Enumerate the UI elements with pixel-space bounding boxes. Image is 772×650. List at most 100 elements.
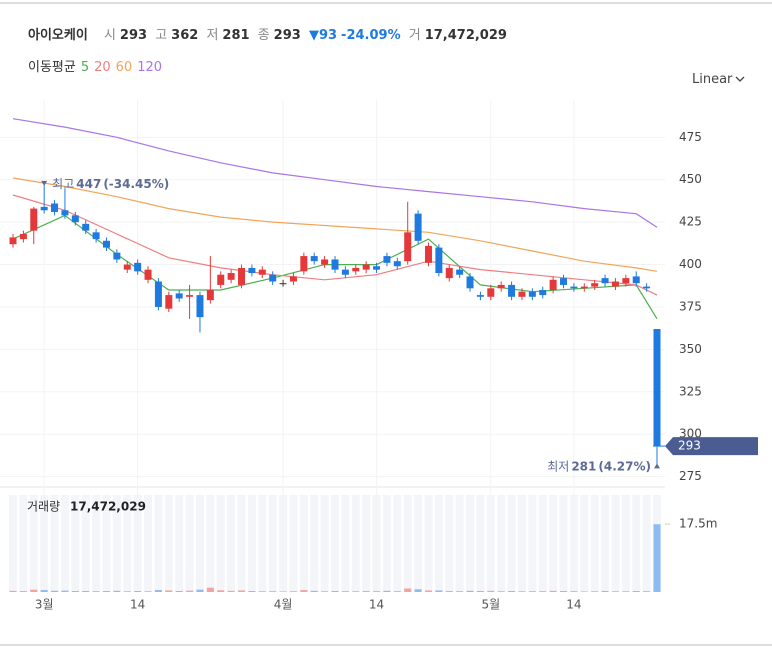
candle-body <box>611 281 619 287</box>
candle-body <box>227 273 235 280</box>
volume-bar <box>632 591 640 592</box>
volume-bar <box>393 591 401 592</box>
volume-bar <box>175 591 183 592</box>
volume-column-bg <box>154 495 163 592</box>
volume-column-bg <box>538 495 547 592</box>
chevron[interactable] <box>735 76 745 82</box>
volume-column-bg <box>175 495 184 592</box>
volume-column-bg <box>382 495 391 592</box>
volume-column-bg <box>81 495 90 592</box>
volume-column-bg <box>580 495 589 592</box>
volume-bar <box>341 591 349 592</box>
min-arrow <box>654 463 660 469</box>
min-pct: (4.27%) <box>598 459 651 473</box>
ma-line <box>12 177 658 272</box>
candle-body <box>175 293 183 299</box>
y-tick-label: 275 <box>679 469 702 483</box>
candle-body <box>248 267 256 274</box>
header: 아이오케이 시 293 고 362 저 281 종 293 ▼93 -24.09% 거 17… <box>28 24 511 43</box>
candle-body <box>424 245 432 263</box>
ma-legend-entry[interactable]: 60 <box>115 60 133 75</box>
candle-body <box>61 210 69 216</box>
candle-body <box>279 283 287 285</box>
volume-column-bg <box>517 495 526 592</box>
candle-body <box>445 267 453 279</box>
volume-bar <box>206 587 214 592</box>
change: ▼93 <box>308 28 338 43</box>
candle-body <box>497 284 505 289</box>
candle-body <box>217 274 225 285</box>
volume-value: 17,472,029 <box>424 28 507 43</box>
volume-bar <box>622 591 630 592</box>
volume-bar <box>82 591 90 592</box>
candle-body <box>362 264 370 270</box>
volume-bar <box>560 591 568 592</box>
volume-total: 17,472,029 <box>70 500 146 514</box>
volume-bar <box>92 591 100 592</box>
volume-bar <box>310 590 318 592</box>
volume-column-bg <box>268 495 277 592</box>
volume-bar <box>570 591 578 592</box>
candle-body <box>653 329 661 447</box>
volume-column-bg <box>289 495 298 592</box>
ma-legend-entry[interactable]: 5 <box>80 60 90 75</box>
ma-line <box>12 118 658 228</box>
x-tick-label: 3월 <box>35 598 54 612</box>
volume-bar <box>238 590 246 592</box>
scale-toggle[interactable]: Linear <box>692 72 733 87</box>
volume-column-bg <box>466 495 475 592</box>
volume-bar <box>549 590 557 592</box>
candle-body <box>560 278 568 285</box>
ma-legend-entry[interactable]: 20 <box>94 60 111 75</box>
volume-column-bg <box>341 495 350 592</box>
volume-column-bg <box>445 495 454 592</box>
volume-bar <box>71 591 79 592</box>
volume-bar <box>331 591 339 592</box>
volume-column-bg <box>227 495 236 592</box>
max-arrow <box>41 180 48 186</box>
close-value: 293 <box>273 28 301 43</box>
ma-legend-entry[interactable]: 120 <box>137 60 163 75</box>
volume-bar <box>196 589 204 592</box>
volume-column-bg <box>403 495 412 592</box>
volume-column-bg <box>60 495 69 592</box>
y-tick-label: 325 <box>679 384 702 398</box>
candle-body <box>632 276 640 284</box>
volume-bar <box>154 590 162 592</box>
volume-bar <box>373 591 381 592</box>
volume-column-bg <box>590 495 599 592</box>
volume-bar <box>102 591 110 592</box>
volume-bar <box>258 591 266 592</box>
volume-bar <box>476 591 484 592</box>
candle-body <box>435 247 443 274</box>
volume-column-bg <box>258 495 267 592</box>
volume-bar <box>362 591 370 592</box>
candle-body <box>321 259 329 265</box>
candle-body <box>601 278 609 284</box>
volume-bar <box>539 591 547 592</box>
volume-bar <box>144 591 152 592</box>
volume-column-bg <box>549 495 558 592</box>
volume-bar <box>580 591 588 592</box>
ma-legend: 이동평균 5 20 60 120 <box>28 56 167 75</box>
candle-body <box>258 269 266 275</box>
volume-bar <box>227 590 235 592</box>
candle-body <box>549 279 557 290</box>
candle-body <box>373 266 381 270</box>
ma-line <box>12 214 658 320</box>
volume-bar <box>165 590 173 592</box>
volume-title: 거래량 <box>27 500 60 514</box>
volume-column-bg <box>601 495 610 592</box>
candle-body <box>196 295 204 318</box>
last-price-label: 293 <box>678 439 701 453</box>
candle-body <box>456 269 464 275</box>
candle-body <box>331 259 339 270</box>
candle-body <box>30 208 38 231</box>
volume-bar <box>424 590 432 592</box>
candle-body <box>19 234 27 240</box>
candle-body <box>580 286 588 289</box>
volume-column-bg <box>362 495 371 592</box>
volume-bar <box>601 591 609 592</box>
volume-bar <box>51 590 59 592</box>
volume-column-bg <box>164 495 173 592</box>
